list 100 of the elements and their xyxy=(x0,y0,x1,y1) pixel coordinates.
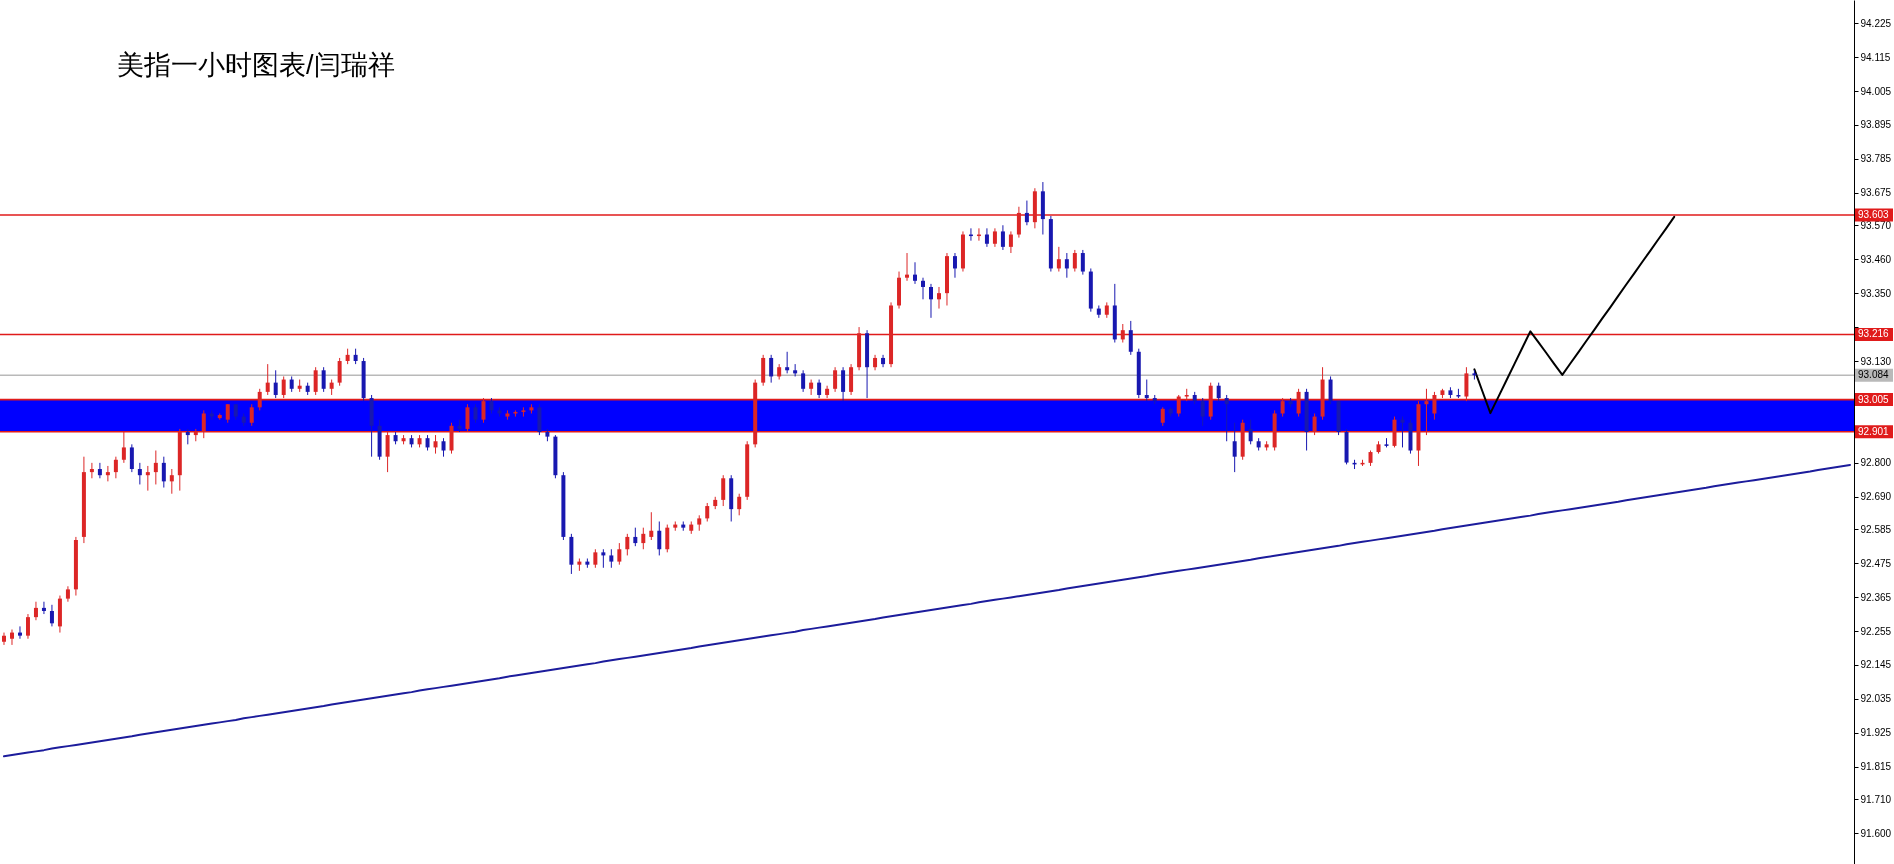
y-tick-label: 94.005 xyxy=(1860,85,1892,97)
candlestick xyxy=(833,366,838,393)
y-tick-label: 91.815 xyxy=(1860,761,1892,773)
candlestick xyxy=(17,625,22,640)
y-tick-label: 94.115 xyxy=(1860,51,1891,63)
y-tick-label: 92.255 xyxy=(1860,625,1892,637)
candlestick xyxy=(841,366,846,402)
candlestick xyxy=(25,613,30,640)
candlestick xyxy=(153,450,158,485)
candlestick xyxy=(169,468,174,495)
y-tick-label: 93.130 xyxy=(1860,355,1892,367)
y-tick-label: 91.710 xyxy=(1860,793,1892,805)
candlestick xyxy=(225,403,230,424)
candlestick xyxy=(313,366,318,396)
candlestick xyxy=(881,354,886,368)
candlestick xyxy=(952,252,957,279)
line-series xyxy=(3,464,1851,758)
y-tick-label: 92.475 xyxy=(1860,557,1892,569)
candlestick xyxy=(1200,397,1205,427)
candlestick xyxy=(1000,224,1005,251)
candlestick xyxy=(737,493,742,516)
candlestick xyxy=(1400,416,1405,448)
candlestick xyxy=(641,527,646,550)
candlestick xyxy=(473,403,478,424)
candlestick xyxy=(1080,249,1085,276)
candlestick xyxy=(785,351,790,374)
candlestick xyxy=(105,465,110,482)
y-tick-label: 93.350 xyxy=(1860,287,1892,299)
ref-line-label: 93.216 xyxy=(1858,328,1890,340)
candlestick xyxy=(265,363,270,396)
candlestick xyxy=(769,354,774,384)
candlestick xyxy=(1072,249,1077,273)
ref-line-label: 93.005 xyxy=(1858,393,1890,405)
ref-line-label: 92.901 xyxy=(1858,425,1890,437)
candlestick xyxy=(129,443,134,473)
candlestick xyxy=(601,548,606,569)
candlestick xyxy=(1232,422,1237,473)
candlestick xyxy=(41,601,46,615)
candlestick xyxy=(97,462,102,479)
candlestick xyxy=(721,474,726,507)
candlestick xyxy=(89,462,94,479)
candlestick xyxy=(321,366,326,393)
y-tick-label: 92.800 xyxy=(1860,457,1892,469)
candlestick xyxy=(161,456,166,489)
candlestick xyxy=(273,369,278,399)
text: 美指一小时图表/闫瑞祥 xyxy=(117,50,395,80)
candlestick xyxy=(905,252,910,282)
candlestick xyxy=(617,542,622,566)
candlestick xyxy=(1216,382,1221,402)
candlestick xyxy=(657,520,662,556)
candlestick xyxy=(801,369,806,393)
y-tick-label: 94.225 xyxy=(1860,17,1892,29)
candlestick xyxy=(249,403,254,427)
y-tick-label: 93.570 xyxy=(1860,219,1892,231)
candlestick xyxy=(1064,252,1069,279)
candlestick xyxy=(1248,419,1253,445)
ref-line-label: 93.084 xyxy=(1858,369,1890,381)
y-tick-label: 92.585 xyxy=(1860,523,1892,535)
candlestick xyxy=(145,465,150,492)
candlestick xyxy=(936,286,941,310)
y-tick-label: 92.145 xyxy=(1860,659,1892,671)
y-tick-label: 92.690 xyxy=(1860,491,1892,503)
candlestick xyxy=(113,456,118,479)
candlestick xyxy=(9,628,14,646)
candlestick xyxy=(33,601,38,621)
candlestick xyxy=(705,502,710,522)
candlestick xyxy=(817,379,822,399)
y-tick-label: 93.460 xyxy=(1860,253,1892,265)
candlestick xyxy=(1128,320,1133,356)
candlestick xyxy=(649,511,654,541)
y-tick-label: 92.035 xyxy=(1860,693,1892,705)
candlestick xyxy=(1008,230,1013,254)
candlestick xyxy=(992,227,997,248)
candlestick xyxy=(337,357,342,387)
candlestick xyxy=(921,277,925,300)
candlestick xyxy=(633,527,638,547)
candlestick xyxy=(1144,379,1149,402)
candlestick xyxy=(1328,375,1333,405)
candlestick xyxy=(1224,394,1229,442)
candlestick xyxy=(984,227,989,248)
candlestick xyxy=(609,548,614,569)
candlestick xyxy=(1160,406,1165,427)
y-tick-label: 93.675 xyxy=(1860,187,1892,199)
candlestick xyxy=(2,632,6,646)
y-tick-label: 91.925 xyxy=(1860,727,1892,739)
candlestick xyxy=(433,434,438,455)
y-tick-label: 93.895 xyxy=(1860,119,1892,131)
y-tick-label: 91.600 xyxy=(1860,827,1892,839)
candlestick xyxy=(809,379,814,396)
candlestick xyxy=(49,604,54,627)
candlestick xyxy=(913,261,918,285)
candlestick xyxy=(625,533,630,556)
candlestick xyxy=(137,462,142,485)
candlestick xyxy=(929,283,933,319)
line-series xyxy=(1473,215,1676,415)
candlestick xyxy=(1024,200,1029,226)
y-tick-label: 93.785 xyxy=(1860,153,1892,165)
ref-line-label: 93.603 xyxy=(1858,209,1890,221)
candlestick xyxy=(593,548,598,569)
candlestick xyxy=(665,524,670,553)
